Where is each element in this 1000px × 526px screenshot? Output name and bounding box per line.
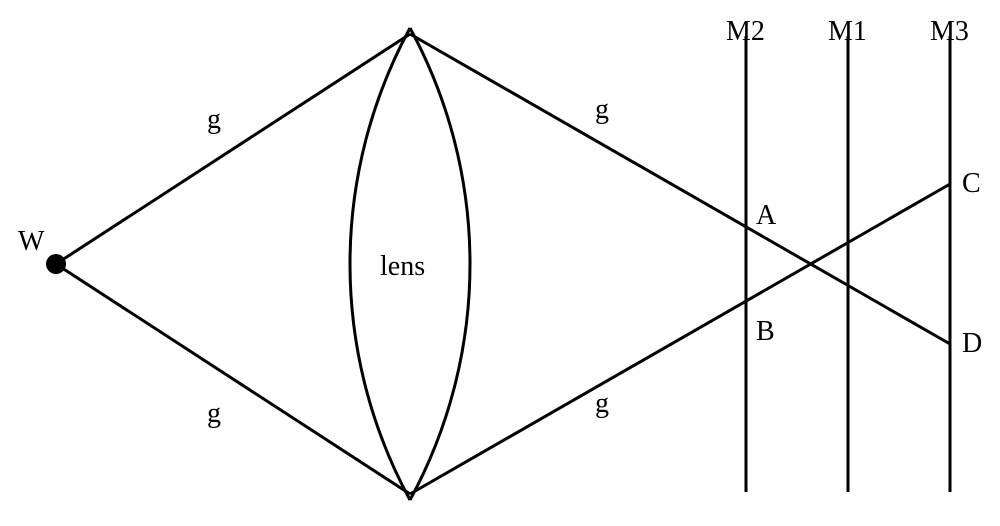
source-point: [46, 254, 66, 274]
plane-m1-label: M1: [828, 16, 867, 47]
ray-label-g-upper-right: g: [595, 94, 609, 125]
ray-top-incoming: [56, 34, 410, 264]
plane-m2-label: M2: [726, 16, 765, 47]
source-label: W: [18, 226, 45, 257]
point-a-label: A: [756, 200, 777, 231]
optical-diagram: W lens M2 M1 M3 g g g g A B C D: [0, 0, 1000, 526]
point-b-label: B: [756, 316, 775, 347]
lens-label: lens: [380, 251, 425, 282]
ray-label-g-lower-left: g: [207, 398, 221, 429]
ray-bottom-outgoing: [410, 184, 950, 494]
ray-bottom-incoming: [56, 264, 410, 494]
ray-label-g-lower-right: g: [595, 388, 609, 419]
ray-label-g-upper-left: g: [207, 104, 221, 135]
plane-m3-label: M3: [930, 16, 969, 47]
ray-top-outgoing: [410, 34, 950, 344]
point-c-label: C: [962, 168, 981, 199]
point-d-label: D: [962, 328, 982, 359]
